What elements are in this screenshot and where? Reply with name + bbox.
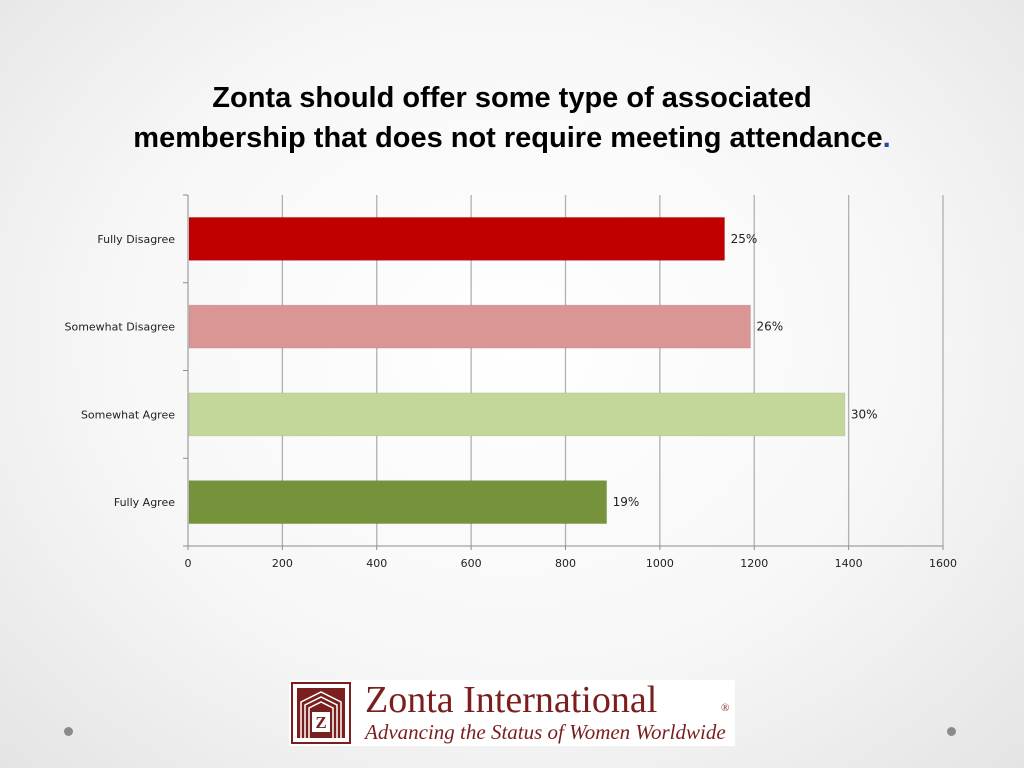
bar-fully-disagree [188,216,726,261]
x-tick-label: 1600 [929,557,957,570]
bar-chart: 0 200 400 600 800 1000 1200 1400 1600 Fully Disag… [64,194,957,570]
data-label: 30% [851,407,878,421]
x-tick-label: 0 [185,557,192,570]
x-tick-label: 1400 [835,557,863,570]
next-slide-dot[interactable] [947,727,956,736]
logo-registered-mark: ® [721,702,730,714]
zonta-emblem-icon: Z [291,682,351,744]
title-line-1: Zonta should offer some type of associat… [212,82,812,114]
bar-somewhat-agree [188,392,846,437]
category-label: Somewhat Disagree [64,321,175,334]
x-tick-label: 200 [272,557,293,570]
x-tick-label: 1200 [740,557,768,570]
prev-slide-dot[interactable] [64,727,73,736]
category-label: Fully Disagree [97,233,175,246]
bar-fully-agree [188,480,608,525]
bar-somewhat-disagree [188,304,752,349]
data-label: 26% [757,320,784,334]
logo-name: Zonta International [365,679,658,721]
data-label: 19% [613,495,640,509]
x-tick-label: 1000 [646,557,674,570]
emblem-letter: Z [315,713,326,732]
zonta-logo: Z Zonta International ® Advancing the St… [289,679,735,746]
title-dot: . [882,122,891,154]
data-label: 25% [731,232,758,246]
slide-title: Zonta should offer some type of associat… [0,78,1024,158]
logo-tagline: Advancing the Status of Women Worldwide [365,720,726,744]
x-tick-label: 600 [461,557,482,570]
category-label: Fully Agree [114,496,175,509]
x-tick-label: 800 [555,557,576,570]
x-tick-label: 400 [366,557,387,570]
title-line-2: membership that does not require meeting… [0,118,1024,158]
title-line-2-text: membership that does not require meeting… [133,122,883,154]
category-label: Somewhat Agree [81,408,175,421]
